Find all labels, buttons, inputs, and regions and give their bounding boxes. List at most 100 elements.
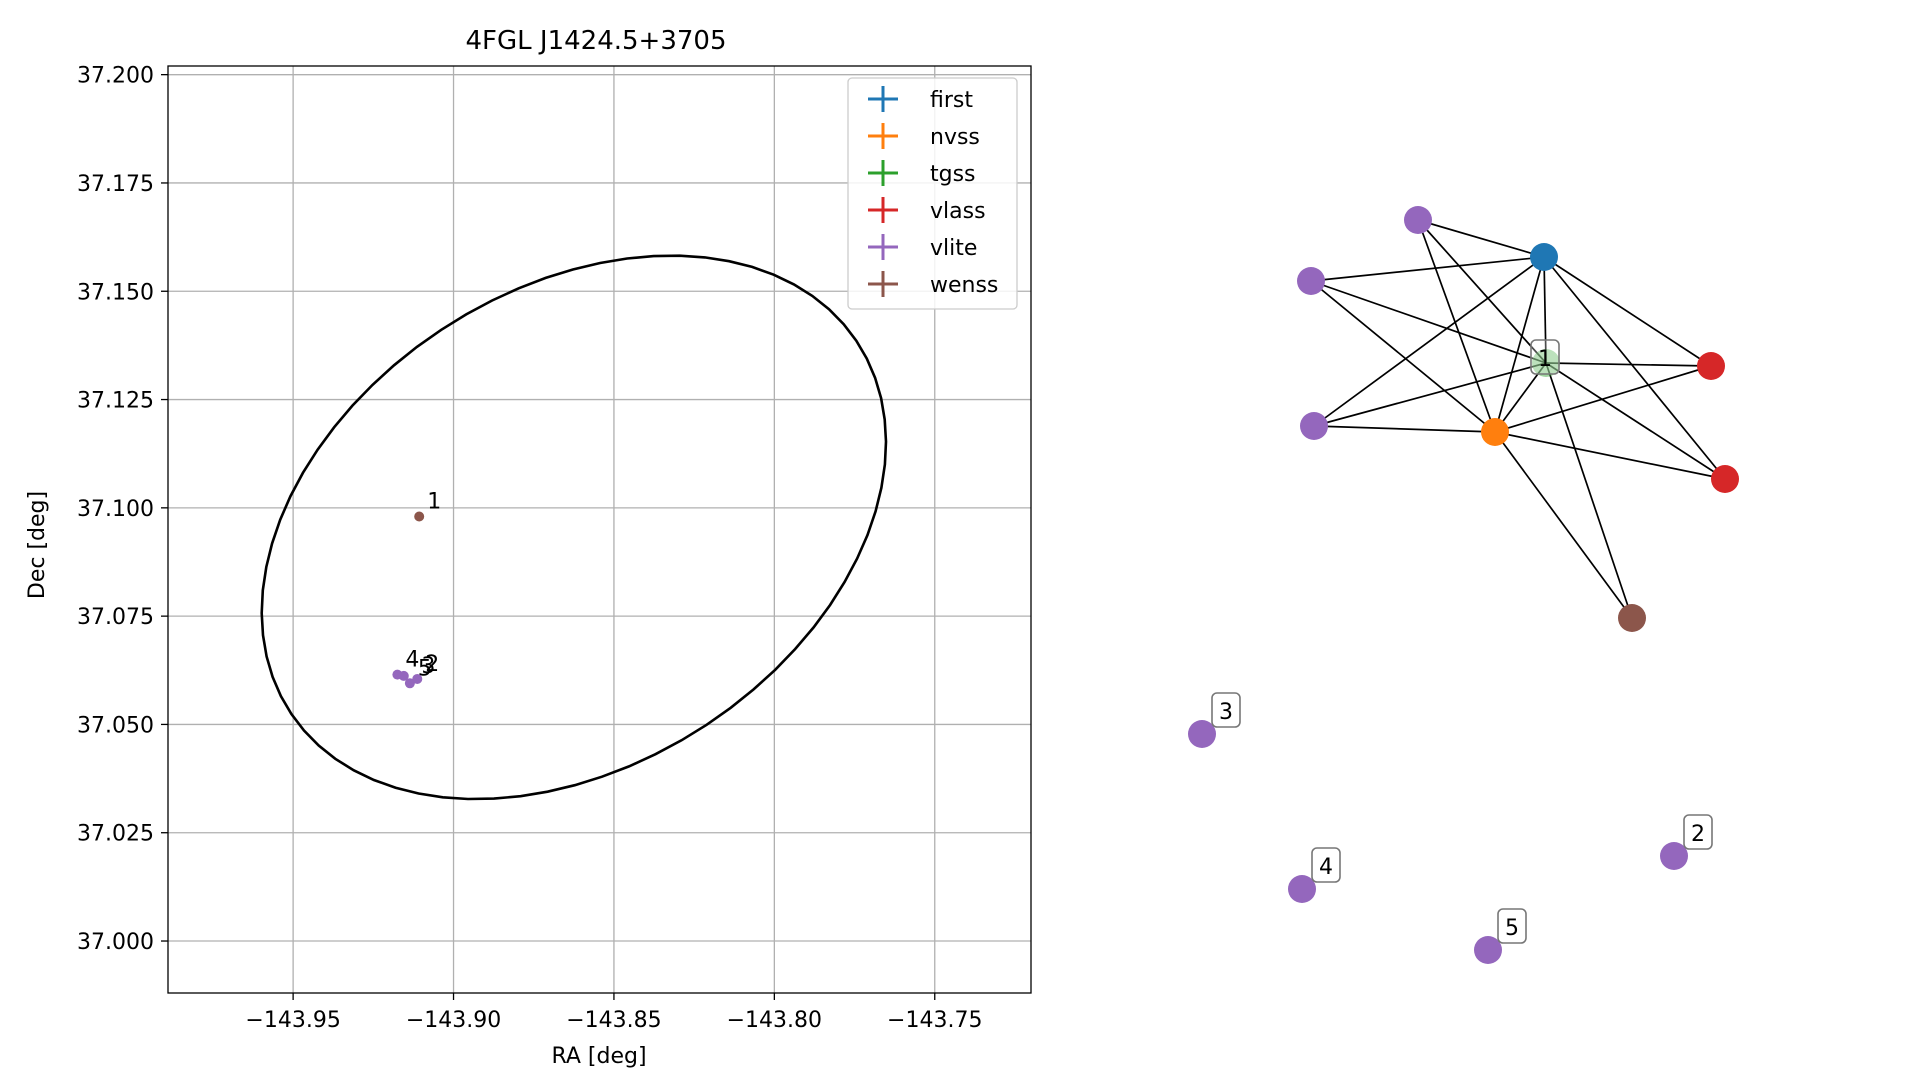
graph-edge [1417,219,1545,258]
y-tick-label: 37.100 [77,497,154,522]
x-tick-label: −143.75 [887,1008,982,1033]
y-tick-label: 37.125 [77,389,154,414]
error-ellipse [260,254,888,801]
graph-node-label: 1 [1530,339,1560,375]
y-axis-label: Dec [deg] [25,491,50,599]
graph-edges [1310,219,1726,619]
chart-title: 4FGL J1424.5+3705 [466,26,727,56]
graph-node-vlite_b [1297,267,1325,295]
x-axis-label: RA [deg] [551,1044,646,1069]
error-ellipse-layer [260,254,888,801]
node-label-text: 1 [1538,347,1552,372]
legend-label: vlite [930,236,977,261]
x-tick-label: −143.95 [245,1008,340,1033]
legend-label: wenss [930,273,998,298]
legend-label: tgss [930,162,976,187]
graph-edge [1494,256,1545,433]
node-label-box [1211,692,1241,728]
graph-node-iso_2 [1660,842,1688,870]
graph-node-vlass_b [1711,465,1739,493]
y-tick-label: 37.200 [77,64,154,89]
point-annotation: 1 [427,490,441,515]
x-axis-ticks: −143.95 −143.90 −143.85 −143.80 −143.75 [245,993,982,1033]
graph-edge [1310,256,1545,282]
graph-node-iso_5 [1474,936,1502,964]
graph-edge [1543,256,1712,367]
graph-edge [1543,256,1726,480]
graph-node-vlass_a [1697,352,1725,380]
graph-node-tgss [1532,349,1560,377]
y-tick-label: 37.175 [77,172,154,197]
graph-edge [1545,362,1633,619]
graph-edge [1545,362,1726,480]
legend-label: first [930,88,973,113]
legend-item-tgss: tgss [868,160,976,187]
node-label-box [1497,908,1527,944]
graph-edge [1545,362,1712,367]
y-tick-label: 37.000 [77,930,154,955]
point-annotation: 5 [418,656,432,681]
graph-nodes [1188,206,1739,964]
graph-edge [1313,362,1547,427]
legend-items: first nvss tgss vlass vlite wenss [868,86,998,298]
legend-item-nvss: nvss [868,123,980,150]
node-label-box [1683,814,1713,850]
graph-edge [1494,431,1633,619]
graph-node-vlite_c [1300,412,1328,440]
x-tick-label: −143.80 [727,1008,822,1033]
graph-edge [1310,280,1547,364]
point-annotation: 2 [425,652,439,677]
graph-node-nvss [1481,418,1509,446]
node-label-box [1311,847,1341,883]
data-point-vlite [398,670,409,681]
node-label-text: 5 [1505,916,1519,941]
graph-node-vlite_a [1404,206,1432,234]
y-tick-label: 37.150 [77,280,154,305]
graph-node-wenss [1618,604,1646,632]
graph-panel: 1 3 4 5 2 [1188,206,1739,964]
legend: first nvss tgss vlass vlite wenss [847,77,1018,310]
graph-node-first [1530,243,1558,271]
graph-node-label: 5 [1497,908,1527,944]
graph-edge [1494,365,1712,433]
legend-item-first: first [868,86,973,113]
axes-frame [167,65,1032,994]
graph-edge [1313,256,1545,427]
x-tick-label: −143.90 [406,1008,501,1033]
grid [168,66,1031,993]
graph-edge [1313,425,1496,433]
legend-item-vlite: vlite [868,234,977,261]
legend-label: nvss [930,125,980,150]
data-point-vlite [412,673,423,684]
point-annotation: 4 [405,648,419,673]
graph-node-iso_4 [1288,875,1316,903]
y-tick-label: 37.050 [77,713,154,738]
legend-label: vlass [930,199,986,224]
point-annotation: 3 [421,654,435,679]
data-point-wenss [414,511,425,522]
data-points [392,511,425,689]
graph-node-label: 2 [1683,814,1713,850]
node-label-box [1530,339,1560,375]
legend-item-wenss: wenss [868,271,998,298]
x-tick-label: −143.85 [566,1008,661,1033]
graph-node-label: 4 [1311,847,1341,883]
graph-edge [1543,256,1547,364]
y-tick-label: 37.075 [77,605,154,630]
graph-node-label: 3 [1211,692,1241,728]
graph-edge [1310,280,1496,433]
graph-node-labels: 1 3 4 5 2 [1211,339,1713,944]
node-label-text: 4 [1319,855,1333,880]
data-point-vlite [404,678,415,689]
y-axis-ticks: 37.000 37.025 37.050 37.075 37.100 37.125 37.1… [77,64,168,955]
graph-edge [1494,431,1726,480]
legend-item-vlass: vlass [868,197,986,224]
graph-edge [1417,219,1547,364]
node-label-text: 2 [1691,822,1705,847]
graph-edge [1417,219,1496,433]
graph-node-iso_3 [1188,720,1216,748]
node-label-text: 3 [1219,700,1233,725]
